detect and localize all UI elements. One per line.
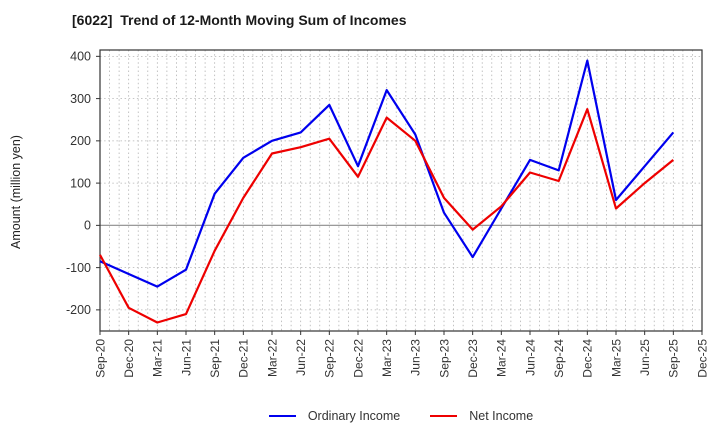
legend-item-ordinary-income: Ordinary Income	[268, 409, 401, 423]
svg-text:Sep-21: Sep-21	[208, 339, 222, 378]
svg-text:Dec-24: Dec-24	[581, 339, 595, 378]
legend-label-ordinary-income: Ordinary Income	[307, 409, 401, 423]
svg-text:Mar-25: Mar-25	[609, 339, 623, 377]
legend-label-net-income: Net Income	[469, 409, 534, 423]
svg-text:200: 200	[70, 134, 91, 148]
svg-text:Dec-23: Dec-23	[466, 339, 480, 378]
svg-text:100: 100	[70, 176, 91, 190]
svg-text:Dec-25: Dec-25	[695, 339, 709, 378]
chart-legend: Ordinary Income Net Income	[100, 404, 702, 428]
svg-text:Mar-22: Mar-22	[265, 339, 279, 377]
legend-line-ordinary-income	[268, 415, 296, 417]
svg-text:Sep-25: Sep-25	[667, 339, 681, 378]
chart-title: [6022] Trend of 12-Month Moving Sum of I…	[72, 12, 407, 28]
svg-text:Jun-21: Jun-21	[179, 339, 193, 376]
svg-text:Jun-25: Jun-25	[638, 339, 652, 376]
svg-text:Mar-21: Mar-21	[151, 339, 165, 377]
svg-text:Sep-23: Sep-23	[437, 339, 451, 378]
svg-text:0: 0	[84, 219, 91, 233]
svg-text:-200: -200	[66, 303, 91, 317]
svg-text:300: 300	[70, 92, 91, 106]
svg-text:Sep-24: Sep-24	[552, 339, 566, 378]
legend-line-net-income	[430, 415, 458, 417]
svg-text:Dec-22: Dec-22	[351, 339, 365, 378]
svg-text:Jun-24: Jun-24	[523, 339, 537, 376]
legend-item-net-income: Net Income	[430, 409, 533, 423]
svg-text:Jun-23: Jun-23	[409, 339, 423, 376]
svg-text:Dec-21: Dec-21	[237, 339, 251, 378]
svg-text:400: 400	[70, 50, 91, 64]
svg-text:Sep-20: Sep-20	[93, 339, 107, 378]
svg-text:Mar-23: Mar-23	[380, 339, 394, 377]
svg-text:Jun-22: Jun-22	[294, 339, 308, 376]
svg-text:-100: -100	[66, 261, 91, 275]
svg-text:Sep-22: Sep-22	[323, 339, 337, 378]
svg-text:Dec-20: Dec-20	[122, 339, 136, 378]
svg-text:Mar-24: Mar-24	[495, 339, 509, 377]
